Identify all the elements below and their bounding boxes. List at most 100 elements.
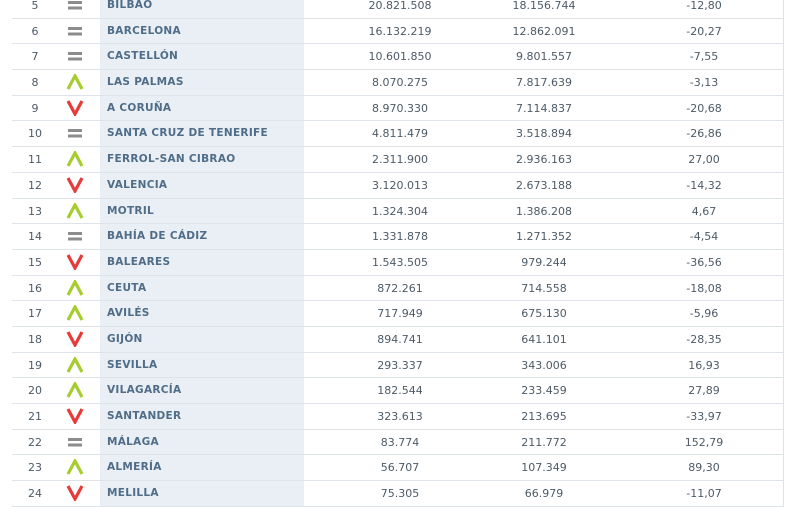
value-b-cell: 18.156.744 [512,0,576,12]
trend-equal-icon [66,48,88,66]
rank-cell: 22 [28,435,42,449]
change-percent-cell: -4,54 [689,230,719,244]
change-percent-cell: -14,32 [686,178,722,192]
port-name-cell: A CORUÑA [107,101,172,114]
trend-up-icon [66,459,88,477]
table-row: 13 MOTRIL 1.324.304 1.386.208 4,67 [0,198,801,225]
change-percent-cell: 16,93 [688,358,720,372]
change-percent-cell: -20,68 [686,101,722,115]
value-a-cell: 894.741 [377,332,423,346]
column-divider [783,18,784,45]
column-divider [783,224,784,250]
port-name-cell: LAS PALMAS [107,76,184,89]
trend-down-icon [66,177,88,195]
port-name-column-band [100,429,304,456]
value-a-cell: 1.331.878 [372,230,428,244]
port-name-cell: SANTANDER [107,410,182,422]
value-b-cell: 3.518.894 [516,127,572,141]
port-name-column-band [100,326,304,353]
table-row: 9 A CORUÑA 8.970.330 7.114.837 -20,68 [0,95,801,122]
table-row: 11 FERROL-SAN CIBRAO 2.311.900 2.936.163… [0,147,801,173]
port-name-cell: BAHÍA DE CÁDIZ [107,230,208,243]
value-a-cell: 182.544 [377,384,423,398]
change-percent-cell: -36,56 [686,255,722,269]
change-percent-cell: -11,07 [686,487,722,501]
port-name-column-band [100,249,304,276]
rank-cell: 18 [28,332,42,346]
table-row: 12 VALENCIA 3.120.013 2.673.188 -14,32 [0,172,801,199]
table-row: 8 LAS PALMAS 8.070.275 7.817.639 -3,13 [0,70,801,96]
trend-equal-icon [66,0,88,15]
value-a-cell: 1.324.304 [372,204,428,218]
change-percent-cell: -20,27 [686,24,722,38]
trend-up-icon [66,279,88,298]
trend-equal-icon [66,125,88,143]
value-a-cell: 2.311.900 [372,153,428,167]
rank-cell: 11 [28,153,42,167]
rank-cell: 20 [28,384,42,398]
value-b-cell: 7.817.639 [516,76,572,90]
rank-cell: 15 [28,255,42,269]
table-row: 7 CASTELLÓN 10.601.850 9.801.557 -7,55 [0,44,801,71]
port-name-cell: BILBAO [107,0,153,11]
change-percent-cell: -33,97 [686,410,722,423]
value-b-cell: 1.386.208 [516,204,572,218]
value-a-cell: 56.707 [380,461,420,475]
rank-cell: 21 [28,410,42,423]
value-a-cell: 717.949 [377,307,423,321]
port-name-column-band [100,0,304,19]
port-name-column-band [100,404,304,430]
rank-cell: 16 [28,281,42,295]
rank-cell: 5 [31,0,39,12]
port-name-column-band [100,44,304,71]
change-percent-cell: -3,13 [689,76,719,90]
rank-cell: 12 [28,178,42,192]
table-row: 17 AVILÉS 717.949 675.130 -5,96 [0,301,801,327]
change-percent-cell: 4,67 [691,204,717,218]
value-b-cell: 107.349 [521,461,567,475]
value-a-cell: 4.811.479 [372,127,428,141]
column-divider [783,275,784,302]
trend-down-icon [66,254,88,272]
value-b-cell: 213.695 [521,410,567,423]
trend-equal-icon [66,23,88,41]
trend-up-icon [66,151,88,169]
column-divider [783,147,784,173]
trend-up-icon [66,305,88,323]
column-divider [783,301,784,327]
trend-down-icon [66,99,88,118]
table-row: 5 BILBAO 20.821.508 18.156.744 -12,80 [0,0,801,19]
column-divider [783,44,784,71]
port-name-cell: MOTRIL [107,204,155,217]
port-name-column-band [100,172,304,199]
table-row: 19 SEVILLA 293.337 343.006 16,93 [0,352,801,379]
table-row: 20 VILAGARCÍA 182.544 233.459 27,89 [0,378,801,404]
value-b-cell: 66.979 [524,487,564,501]
rank-cell: 23 [28,461,42,475]
change-percent-cell: 27,89 [688,384,720,398]
value-a-cell: 75.305 [380,487,420,501]
port-name-cell: BARCELONA [107,24,181,37]
value-b-cell: 7.114.837 [516,101,572,115]
value-a-cell: 872.261 [377,281,423,295]
port-name-cell: FERROL-SAN CIBRAO [107,153,236,166]
column-divider [783,352,784,379]
change-percent-cell: 89,30 [688,461,720,475]
value-b-cell: 9.801.557 [516,50,572,64]
table-row: 10 SANTA CRUZ DE TENERIFE 4.811.479 3.51… [0,121,801,148]
port-name-column-band [100,198,304,225]
trend-up-icon [66,202,88,221]
port-name-column-band [100,70,304,96]
trend-up-icon [66,74,88,92]
rank-cell: 9 [31,101,39,115]
port-name-cell: CEUTA [107,281,147,294]
port-name-column-band [100,455,304,482]
column-divider [783,95,784,122]
rank-cell: 8 [31,76,39,90]
value-b-cell: 12.862.091 [512,24,576,38]
port-name-column-band [100,18,304,45]
rank-cell: 17 [28,307,42,321]
value-a-cell: 1.543.505 [372,255,428,269]
trend-down-icon [66,485,88,503]
column-divider [783,249,784,276]
